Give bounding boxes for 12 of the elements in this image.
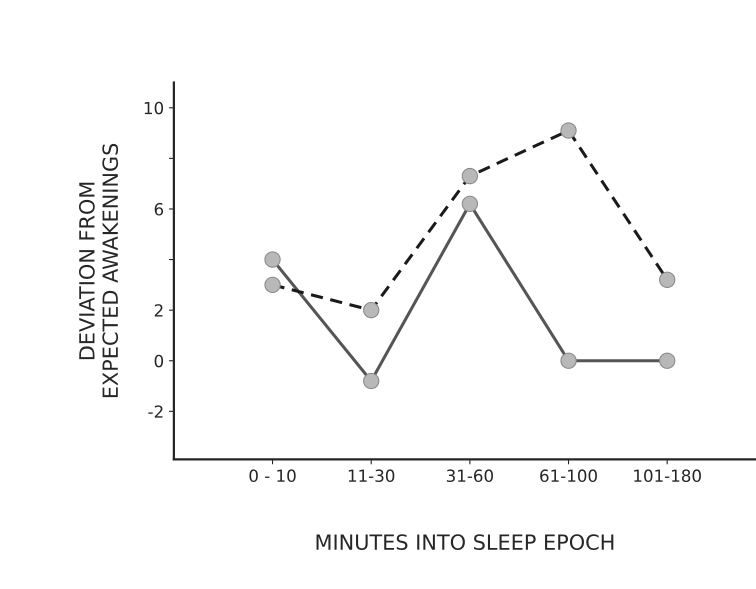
y-tick-label: 0 [154,354,164,368]
x-axis-title: MINUTES INTO SLEEP EPOCH [316,534,614,550]
y-tick-label: 2 [154,304,162,316]
x-tick-label: 11-30 [348,469,394,482]
y-axis-title: DEVIATION FROM EXPECTED AWAKENINGS [78,144,118,398]
x-tick-label: 0 - 10 [249,469,296,482]
y-tick-label: -2 [148,405,162,418]
x-tick-label: 101-180 [634,469,701,482]
x-tick-label: 31-60 [446,469,493,482]
x-tick-label: 61-100 [540,469,597,482]
y-tick-label: 6 [154,202,164,216]
y-tick-label: 10 [144,102,164,114]
